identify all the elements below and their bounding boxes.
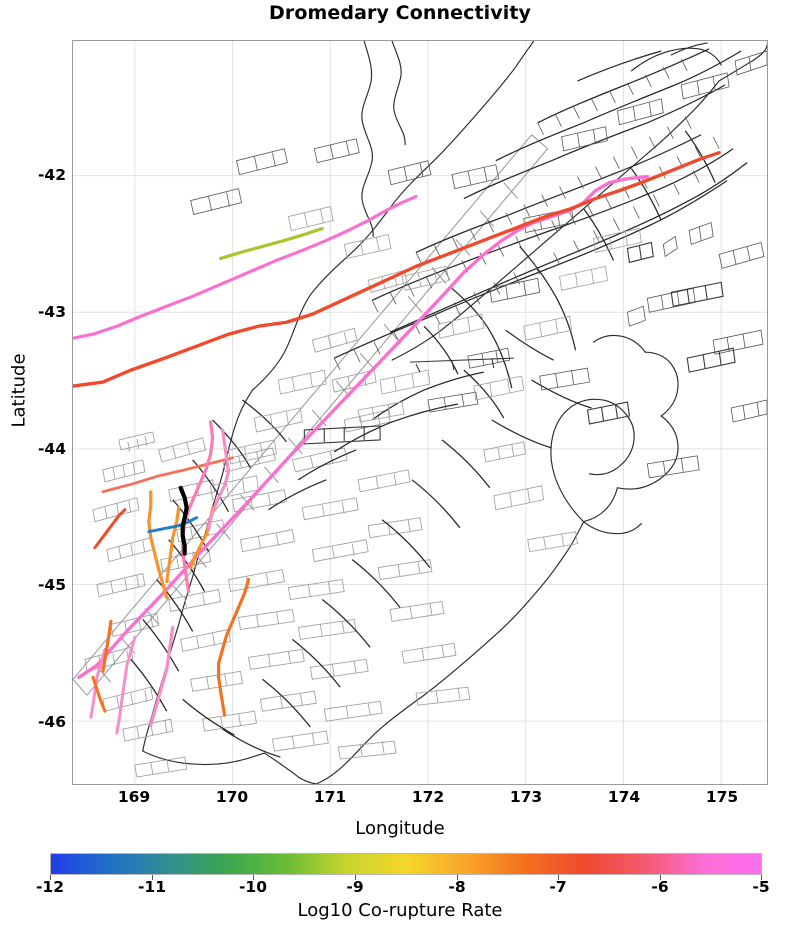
highlighted-faults [73, 151, 721, 735]
colorbar-tickmark-5 [558, 875, 559, 880]
map-plot-area [72, 40, 768, 785]
fault-ladder-rungs-ne [190, 50, 767, 479]
fault-sections-black [130, 48, 748, 758]
y-tick-2: -44 [37, 440, 66, 458]
x-tick-6: 175 [705, 788, 739, 806]
colorbar-tick-1: -11 [137, 878, 167, 896]
y-tick-3: -45 [37, 576, 66, 594]
fault-hyde-fault [149, 625, 175, 727]
fault-waitaki-fault [101, 619, 113, 673]
colorbar-tick-0: -12 [35, 878, 65, 896]
fault-sections-grey [84, 269, 471, 778]
fault-kekerengu-fault [73, 194, 418, 340]
colorbar-tickmark-1 [152, 875, 153, 880]
colorbar-tickmark-0 [50, 875, 51, 880]
y-tick-1: -43 [37, 303, 66, 321]
fault-dromedary-source [178, 485, 189, 556]
colorbar-tick-6: -6 [651, 878, 669, 896]
y-tick-0: -42 [37, 166, 66, 184]
map-svg [73, 41, 767, 784]
fault-hyde-fault-b [115, 635, 137, 735]
colorbar-tick-7: -5 [752, 878, 770, 896]
colorbar-label: Log10 Co-rupture Rate [297, 900, 503, 921]
fault-hawkdun-fault [93, 508, 127, 550]
fault-hope-fault [73, 151, 721, 388]
x-axis-label: Longitude [355, 818, 445, 839]
fault-blue-partner-fault [147, 516, 199, 534]
colorbar-tick-5: -7 [549, 878, 567, 896]
x-tick-1: 170 [215, 788, 249, 806]
x-tick-3: 172 [411, 788, 445, 806]
colorbar-tickmark-7 [761, 875, 762, 880]
fault-clarence-fault [101, 456, 234, 494]
fault-sections-grey-central [210, 206, 642, 553]
colorbar-tickmark-2 [253, 875, 254, 880]
colorbar-tick-2: -10 [238, 878, 268, 896]
fault-sections-isolated [303, 241, 736, 445]
fault-waitaki-fault-b [91, 675, 107, 713]
fault-nevis-fault [207, 428, 231, 532]
colorbar-gradient [50, 853, 762, 875]
fault-awatere-fault [218, 226, 324, 261]
colorbar-tickmark-6 [660, 875, 661, 880]
colorbar-tick-3: -9 [346, 878, 364, 896]
x-tick-4: 173 [509, 788, 543, 806]
colorbar-tick-4: -8 [448, 878, 466, 896]
figure-title: Dromedary Connectivity [268, 2, 532, 24]
x-tick-2: 171 [313, 788, 347, 806]
fault-nevis-cardrona-north [147, 490, 169, 600]
fault-moonlight-fault [181, 420, 215, 594]
colorbar-tickmark-3 [355, 875, 356, 880]
x-tick-5: 174 [607, 788, 641, 806]
y-axis-label: Latitude [8, 353, 30, 428]
fault-pisa-fault [165, 506, 181, 584]
colorbar-tickmark-4 [457, 875, 458, 880]
x-tick-0: 169 [117, 788, 151, 806]
coastline [142, 41, 767, 784]
fault-old-man-fault [216, 577, 251, 717]
y-tick-4: -46 [37, 713, 66, 731]
